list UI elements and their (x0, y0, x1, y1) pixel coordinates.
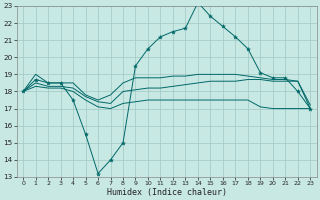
X-axis label: Humidex (Indice chaleur): Humidex (Indice chaleur) (107, 188, 227, 197)
